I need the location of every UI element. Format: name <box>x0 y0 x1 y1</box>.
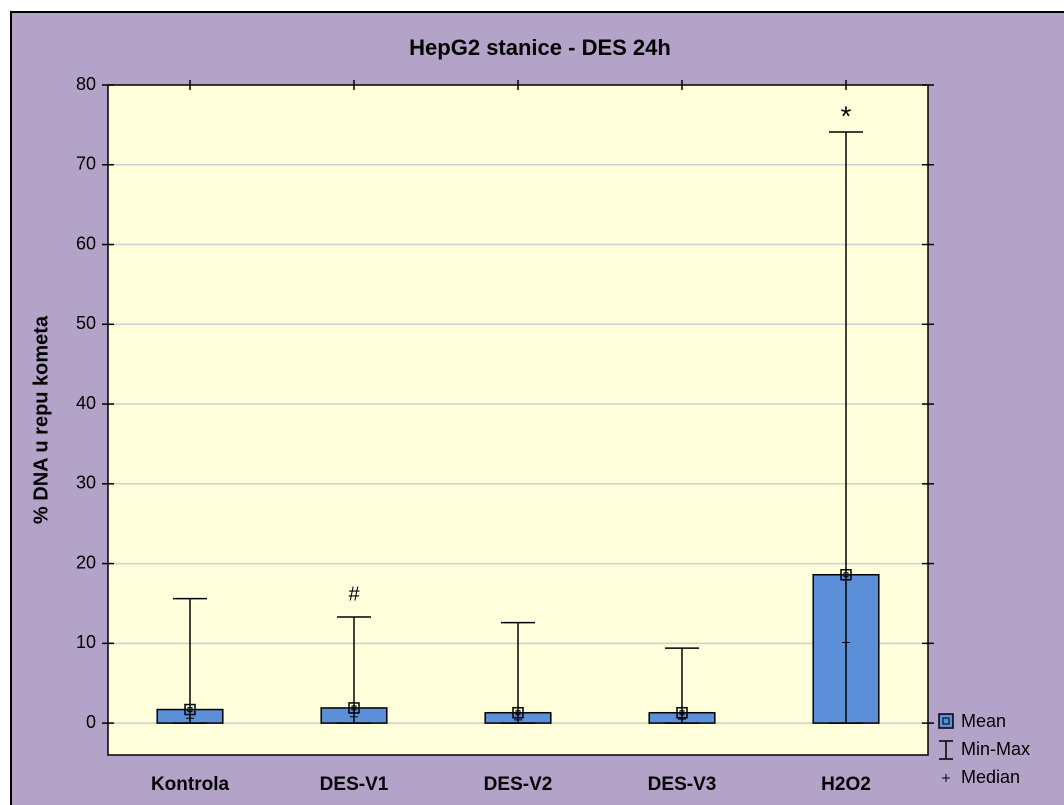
legend-mean-swatch <box>938 713 954 729</box>
x-tick-label: H2O2 <box>821 774 871 795</box>
x-tick-label: DES-V1 <box>320 774 389 795</box>
mean-marker <box>348 702 360 714</box>
mean-marker <box>184 703 196 716</box>
mean-marker <box>840 568 852 581</box>
median-marker <box>350 712 358 721</box>
mean-marker-inner <box>843 572 849 578</box>
y-tick-label: 20 <box>76 552 96 572</box>
y-tick-label: 50 <box>76 313 96 333</box>
y-tick-label: 80 <box>76 74 96 94</box>
annotation: # <box>348 583 360 605</box>
y-tick-label: 10 <box>76 632 96 652</box>
legend-whisker-symbol <box>939 740 953 760</box>
mean-marker-inner <box>679 710 685 716</box>
y-tick-label: 60 <box>76 233 96 253</box>
mean-marker-inner <box>515 710 521 716</box>
y-tick-label: 70 <box>76 154 96 174</box>
median-marker <box>678 715 686 724</box>
median-marker <box>186 714 194 723</box>
mean-marker <box>512 706 524 719</box>
annotation: * <box>841 100 852 131</box>
y-tick-label: 0 <box>86 712 96 732</box>
legend-label: Mean <box>961 711 1006 731</box>
legend-label: Min-Max <box>961 739 1030 759</box>
plot-frame <box>107 84 929 756</box>
x-tick-label: DES-V3 <box>648 774 717 795</box>
median-marker <box>842 638 850 647</box>
y-tick-label: 40 <box>76 393 96 413</box>
y-axis-label: % DNA u repu kometa <box>30 315 52 524</box>
plot-layer: 0 10 20 30 40 50 60 70 80 Kontrola DES-V1 # DES-V2 DE… <box>76 74 934 795</box>
x-tick-label: DES-V2 <box>484 774 553 795</box>
legend-median-symbol <box>942 774 950 782</box>
mean-marker-inner <box>351 705 357 711</box>
chart-title: HepG2 stanice - DES 24h <box>409 35 671 60</box>
legend-mean-inner <box>942 717 950 725</box>
x-tick-label: Kontrola <box>151 774 230 795</box>
y-tick-label: 30 <box>76 473 96 493</box>
legend-label: Median <box>961 767 1020 787</box>
mean-marker-inner <box>187 707 193 713</box>
mean-marker <box>676 706 688 719</box>
